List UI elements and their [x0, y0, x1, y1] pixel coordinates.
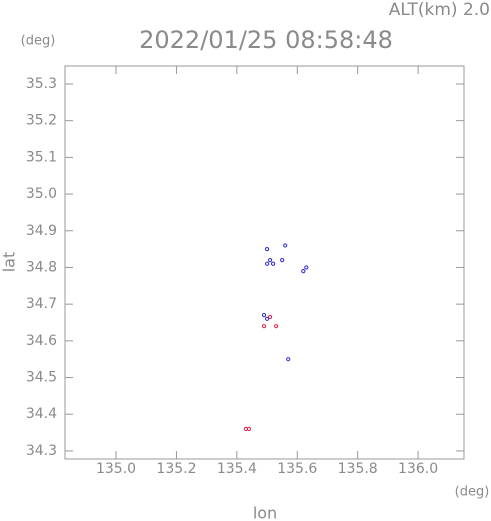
y-tick-label: 34.5	[26, 370, 57, 386]
point	[267, 258, 273, 263]
y-tick-label: 35.0	[26, 186, 57, 202]
point	[261, 313, 267, 318]
x-tick-label: 135.6	[277, 461, 317, 477]
y-tick-label: 34.9	[26, 223, 57, 239]
point	[267, 314, 273, 320]
y-tick-label: 34.8	[26, 259, 57, 275]
point	[301, 269, 306, 274]
chart-title: 2022/01/25 08:58:48	[139, 26, 393, 54]
point	[274, 324, 279, 329]
point	[271, 261, 276, 266]
y-tick-label: 35.1	[26, 149, 57, 165]
y-tick-label: 34.4	[26, 406, 57, 422]
point	[264, 316, 270, 321]
altitude-label: ALT(km) 2.0	[389, 0, 490, 20]
x-unit: (deg)	[455, 485, 490, 500]
y-tick-label: 35.2	[26, 113, 57, 129]
y-tick-label: 34.6	[26, 333, 57, 349]
x-tick-label: 135.2	[156, 461, 196, 477]
plot-frame	[64, 65, 465, 460]
point	[246, 426, 252, 432]
y-tick-label: 34.3	[26, 443, 57, 459]
x-tick-label: 135.0	[96, 461, 136, 477]
y-unit: (deg)	[21, 34, 56, 49]
y-tick-label: 35.3	[26, 76, 57, 92]
y-tick-label: 34.7	[26, 296, 57, 312]
point	[304, 265, 309, 270]
point	[280, 258, 285, 263]
point	[286, 357, 291, 362]
x-tick-label: 135.4	[217, 461, 257, 477]
point	[283, 243, 288, 248]
y-axis-label: lat	[0, 252, 19, 273]
point	[261, 324, 267, 329]
point	[264, 261, 270, 266]
point	[264, 247, 270, 252]
x-tick-label: 136.0	[398, 461, 438, 477]
x-tick-label: 135.8	[338, 461, 378, 477]
x-axis-label: lon	[253, 504, 277, 521]
